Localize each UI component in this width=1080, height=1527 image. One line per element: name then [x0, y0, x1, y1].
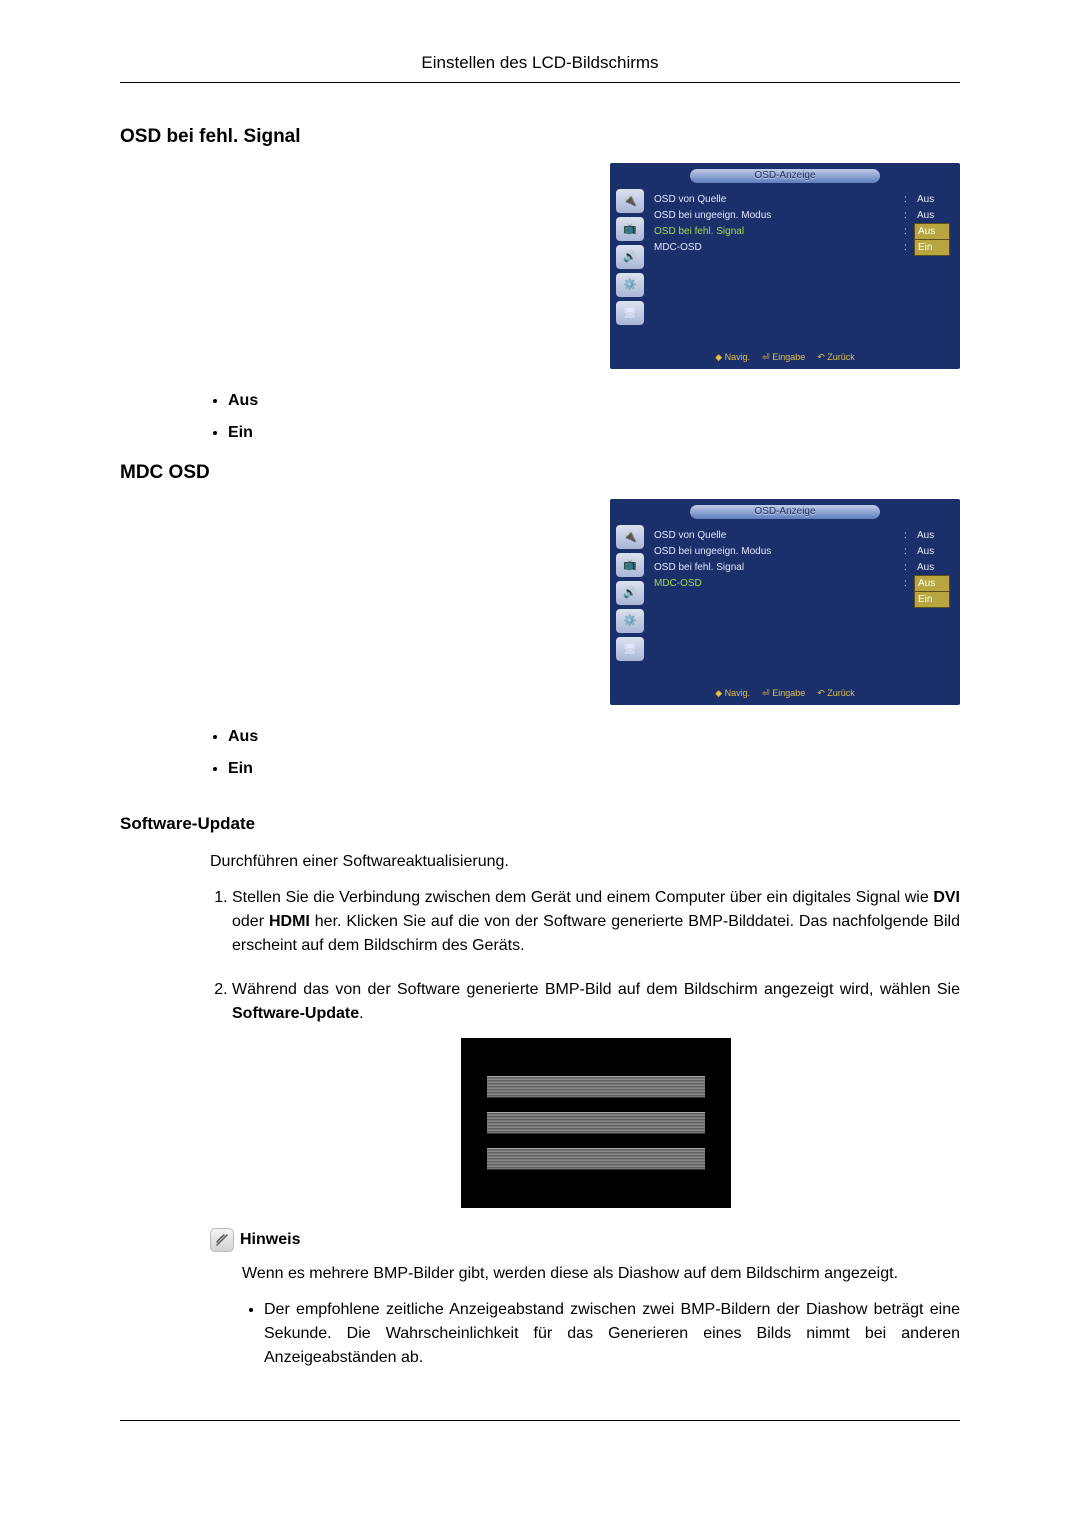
note-paragraph: Wenn es mehrere BMP-Bilder gibt, werden … — [242, 1262, 960, 1286]
step-1: Stellen Sie die Verbindung zwischen dem … — [232, 886, 960, 958]
osd-footer: ◆ Navig. ⏎ Eingabe ↶ Zurück — [616, 687, 954, 701]
icon-sound: 🔊 — [616, 581, 644, 605]
heading-osd-fehl-signal: OSD bei fehl. Signal — [120, 123, 960, 152]
option-list: Aus Ein — [210, 389, 960, 445]
bmp-bar — [487, 1112, 705, 1134]
steps-list: Stellen Sie die Verbindung zwischen dem … — [210, 886, 960, 1208]
osd-item-label: OSD bei fehl. Signal — [654, 224, 900, 239]
osd-screenshot-a: OSD-Anzeige 🔌 📺 🔊 ⚙️ 🖥 OSD von Quelle:Au… — [120, 163, 960, 369]
osd-item-label: OSD bei ungeeign. Modus — [654, 208, 900, 223]
osd-footer: ◆ Navig. ⏎ Eingabe ↶ Zurück — [616, 351, 954, 365]
nav-hint: ◆ Navig. — [715, 687, 750, 701]
icon-multi: 🖥 — [616, 637, 644, 661]
osd-menu-list: OSD von Quelle:Aus OSD bei ungeeign. Mod… — [650, 189, 954, 325]
osd-item-value: Aus — [914, 208, 950, 223]
step-2: Während das von der Software generierte … — [232, 978, 960, 1208]
osd-item-label: OSD bei ungeeign. Modus — [654, 544, 900, 559]
heading-mdc-osd: MDC OSD — [120, 459, 960, 488]
page-header: Einstellen des LCD-Bildschirms — [120, 50, 960, 83]
icon-setup: ⚙️ — [616, 273, 644, 297]
option-aus: Aus — [228, 389, 960, 413]
icon-picture: 📺 — [616, 217, 644, 241]
back-hint: ↶ Zurück — [817, 351, 855, 365]
footer-rule — [120, 1420, 960, 1421]
icon-input: 🔌 — [616, 189, 644, 213]
osd-dropdown-option: Ein — [914, 591, 950, 608]
icon-multi: 🖥 — [616, 301, 644, 325]
osd-item-label: MDC-OSD — [654, 576, 900, 591]
osd-sidebar-icons: 🔌 📺 🔊 ⚙️ 🖥 — [616, 189, 644, 325]
osd-item-label: OSD bei fehl. Signal — [654, 560, 900, 575]
nav-hint: ◆ Navig. — [715, 351, 750, 365]
heading-software-update: Software-Update — [120, 811, 960, 837]
enter-hint: ⏎ Eingabe — [762, 687, 805, 701]
icon-sound: 🔊 — [616, 245, 644, 269]
note-label: Hinweis — [240, 1228, 300, 1252]
osd-item-value-selected: Aus — [914, 575, 950, 592]
osd-item-value: Aus — [914, 528, 950, 543]
osd-item-value: Aus — [914, 544, 950, 559]
osd-title: OSD-Anzeige — [690, 169, 880, 183]
osd-screenshot-b: OSD-Anzeige 🔌 📺 🔊 ⚙️ 🖥 OSD von Quelle:Au… — [120, 499, 960, 705]
option-aus: Aus — [228, 725, 960, 749]
icon-setup: ⚙️ — [616, 609, 644, 633]
bmp-bar — [487, 1148, 705, 1170]
icon-input: 🔌 — [616, 525, 644, 549]
enter-hint: ⏎ Eingabe — [762, 351, 805, 365]
note-icon — [210, 1228, 234, 1252]
note-bullet-list: Der empfohlene zeitliche Anzeigeabstand … — [242, 1298, 960, 1370]
option-ein: Ein — [228, 757, 960, 781]
note-bullet: Der empfohlene zeitliche Anzeigeabstand … — [264, 1298, 960, 1370]
note-heading: Hinweis — [210, 1228, 960, 1252]
osd-item-label: OSD von Quelle — [654, 528, 900, 543]
osd-menu-list: OSD von Quelle:Aus OSD bei ungeeign. Mod… — [650, 525, 954, 661]
osd-item-label: MDC-OSD — [654, 240, 900, 255]
osd-item-value-selected: Aus — [914, 223, 950, 240]
osd-item-value-selected: Ein — [914, 239, 950, 256]
osd-item-value: Aus — [914, 560, 950, 575]
option-list: Aus Ein — [210, 725, 960, 781]
osd-title: OSD-Anzeige — [690, 505, 880, 519]
osd-item-value: Aus — [914, 192, 950, 207]
icon-picture: 📺 — [616, 553, 644, 577]
software-update-intro: Durchführen einer Softwareaktualisierung… — [210, 850, 960, 874]
back-hint: ↶ Zurück — [817, 687, 855, 701]
osd-sidebar-icons: 🔌 📺 🔊 ⚙️ 🖥 — [616, 525, 644, 661]
osd-item-label: OSD von Quelle — [654, 192, 900, 207]
option-ein: Ein — [228, 421, 960, 445]
bmp-image — [232, 1038, 960, 1208]
bmp-bar — [487, 1076, 705, 1098]
